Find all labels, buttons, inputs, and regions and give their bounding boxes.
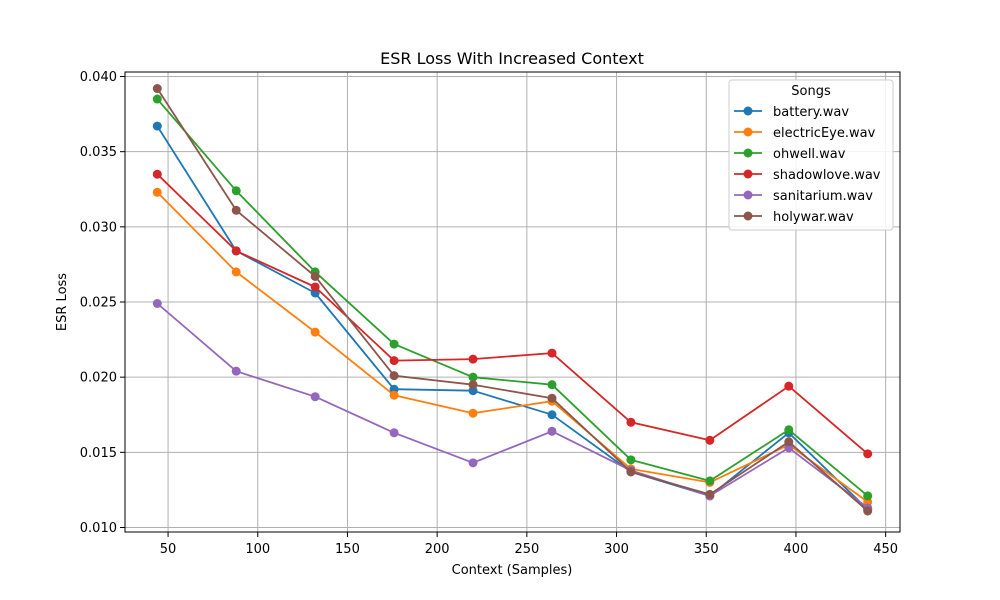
legend-item: sanitarium.wav <box>734 189 873 204</box>
y-tick-label: 0.020 <box>80 371 117 386</box>
legend-label: sanitarium.wav <box>773 189 873 204</box>
plot-area-frame <box>124 71 901 533</box>
y-axis-label: ESR Loss <box>55 273 70 331</box>
series-holywar-wav <box>152 84 873 516</box>
series-ohwell-wav <box>152 94 873 501</box>
data-point <box>389 390 399 400</box>
legend-box <box>728 79 894 231</box>
legend-item: ohwell.wav <box>734 147 846 162</box>
data-point <box>784 437 794 447</box>
y-tick-label: 0.030 <box>80 220 117 235</box>
chart-title: ESR Loss With Increased Context <box>380 49 644 68</box>
data-point <box>468 372 478 382</box>
data-point <box>231 366 241 376</box>
data-point <box>468 408 478 418</box>
legend-items: battery.wav electricEye.wav ohwell.wav shad… <box>734 105 881 225</box>
data-point <box>705 489 715 499</box>
data-point <box>389 371 399 381</box>
x-tick-label: 150 <box>335 542 360 557</box>
y-tick-label: 0.040 <box>80 70 117 85</box>
data-point <box>231 186 241 196</box>
data-point <box>705 476 715 486</box>
data-point <box>389 356 399 366</box>
series-sanitarium-wav <box>152 299 873 513</box>
data-point <box>310 282 320 292</box>
data-point <box>626 417 636 427</box>
y-tick-label: 0.010 <box>80 521 117 536</box>
data-point <box>863 449 873 459</box>
data-point <box>310 392 320 402</box>
data-point <box>547 426 557 436</box>
series-line <box>156 191 869 503</box>
x-axis-label: Context (Samples) <box>452 563 573 578</box>
legend-swatch-marker <box>743 211 753 221</box>
y-tick-label: 0.025 <box>80 296 117 311</box>
data-point <box>705 435 715 445</box>
legend-swatch-marker <box>743 190 753 200</box>
series-line <box>156 98 869 497</box>
data-point <box>310 271 320 281</box>
data-point <box>310 327 320 337</box>
data-point <box>152 94 162 104</box>
series-line <box>156 302 869 509</box>
y-tick-label: 0.035 <box>80 145 117 160</box>
data-point <box>626 467 636 477</box>
legend-item: shadowlove.wav <box>734 168 881 183</box>
data-point <box>784 425 794 435</box>
legend-label: electricEye.wav <box>773 126 876 141</box>
data-point <box>547 380 557 390</box>
data-point <box>863 506 873 516</box>
data-point <box>389 339 399 349</box>
legend-item: electricEye.wav <box>734 126 876 141</box>
data-point <box>152 84 162 94</box>
data-point <box>468 354 478 364</box>
data-point <box>626 455 636 465</box>
data-point <box>152 299 162 309</box>
data-point <box>152 187 162 197</box>
series-shadowlove-wav <box>152 169 873 459</box>
data-point <box>547 410 557 420</box>
data-point <box>231 246 241 256</box>
data-point <box>547 393 557 403</box>
series-line <box>156 88 869 512</box>
data-point <box>152 169 162 179</box>
legend-label: holywar.wav <box>773 210 854 225</box>
series-layer <box>152 84 873 516</box>
data-point <box>231 205 241 215</box>
legend-swatch-marker <box>743 169 753 179</box>
x-tick-label: 400 <box>784 542 809 557</box>
legend-label: battery.wav <box>773 105 849 120</box>
data-point <box>231 267 241 277</box>
data-point <box>468 458 478 468</box>
legend-label: shadowlove.wav <box>773 168 881 183</box>
data-point <box>152 121 162 131</box>
x-tick-label: 250 <box>514 542 539 557</box>
data-point <box>863 491 873 501</box>
data-point <box>468 380 478 390</box>
data-point <box>784 381 794 391</box>
legend-label: ohwell.wav <box>773 147 846 162</box>
legend: Songs battery.wav electricEye.wav ohwell.w… <box>728 79 894 231</box>
y-axis-ticks: 0.010 0.015 0.020 0.025 0.030 0.035 0.040 <box>80 70 125 536</box>
legend-title: Songs <box>791 84 831 99</box>
legend-item: battery.wav <box>734 105 849 120</box>
y-tick-label: 0.015 <box>80 446 117 461</box>
x-tick-label: 50 <box>160 542 177 557</box>
x-tick-label: 350 <box>694 542 719 557</box>
legend-item: holywar.wav <box>734 210 854 225</box>
x-tick-label: 300 <box>604 542 629 557</box>
series-line <box>156 173 869 455</box>
x-tick-label: 100 <box>245 542 270 557</box>
x-tick-label: 450 <box>873 542 898 557</box>
data-point <box>547 348 557 358</box>
legend-swatch-marker <box>743 106 753 116</box>
data-point <box>389 428 399 438</box>
x-axis-ticks: 50 100 150 200 250 300 350 400 450 <box>160 532 898 557</box>
legend-swatch-marker <box>743 127 753 137</box>
legend-swatch-marker <box>743 148 753 158</box>
x-tick-label: 200 <box>425 542 450 557</box>
